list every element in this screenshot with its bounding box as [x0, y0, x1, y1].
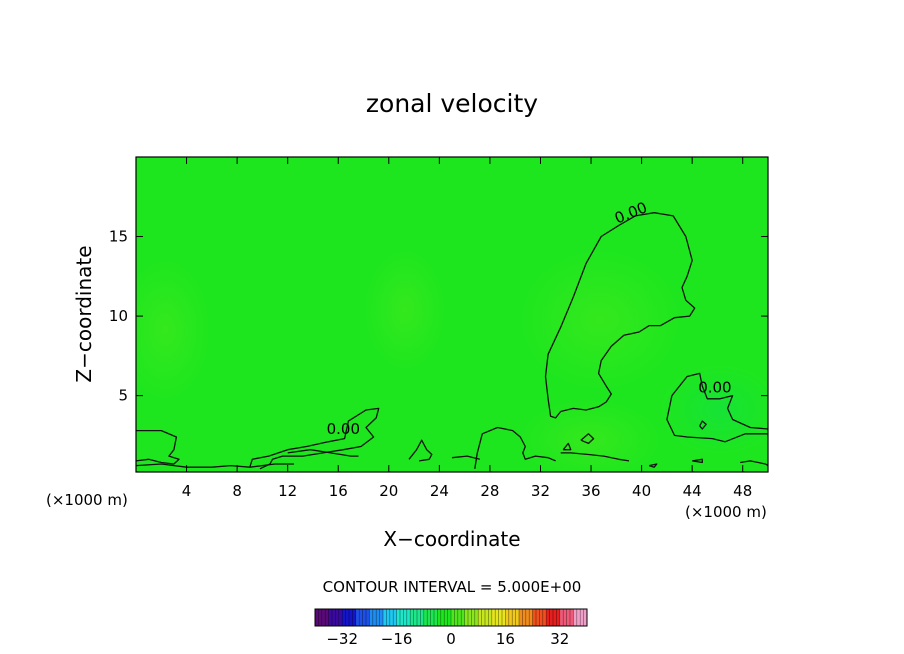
contour-lines: [136, 212, 768, 470]
field-patch: [520, 250, 680, 390]
contour-line: [408, 439, 433, 462]
x-tick-label: 32: [531, 482, 550, 500]
contour-line: [699, 420, 707, 430]
contour-label: 0.00: [698, 379, 731, 397]
x-tick-label: 44: [683, 482, 702, 500]
contour-line: [136, 429, 180, 465]
x-tick-label: 16: [329, 482, 348, 500]
colorbar-tick-label: 32: [550, 630, 569, 648]
x-tick-label: 28: [480, 482, 499, 500]
contour-line: [474, 426, 556, 469]
x-tick-label: 4: [182, 482, 192, 500]
x-tick-label: 40: [632, 482, 651, 500]
y-tick-label: 5: [118, 387, 128, 405]
contour-line: [666, 395, 768, 443]
contour-line: [671, 372, 768, 430]
contour-line: [451, 455, 480, 460]
y-axis-ticks: 5 10 15: [109, 228, 768, 405]
colorbar-ticks: −32 −16 0 16 32: [326, 630, 569, 648]
colorbar-frame: [314, 608, 588, 627]
field-patch: [660, 365, 768, 455]
contour-line: [740, 460, 768, 467]
y-tick-label: 10: [109, 307, 128, 325]
plot-area: 0.000.000.00: [135, 156, 769, 473]
x-tick-label: 20: [379, 482, 398, 500]
field-patch: [520, 400, 660, 472]
contour-line: [562, 442, 572, 451]
contour-line: [649, 463, 658, 468]
contour-interval: CONTOUR INTERVAL = 5.000E+00: [323, 578, 582, 596]
field-patch: [365, 250, 445, 370]
x-unit-left: (×1000 m): [46, 491, 128, 509]
y-tick-label: 15: [109, 228, 128, 246]
x-tick-label: 12: [278, 482, 297, 500]
contour-line: [692, 458, 703, 464]
contour-line: [287, 449, 359, 457]
field-shading: [136, 250, 768, 472]
contour-line: [544, 212, 696, 419]
x-tick-label: 24: [430, 482, 449, 500]
x-axis-label: X−coordinate: [383, 527, 520, 551]
colorbar-tick-label: 0: [446, 630, 456, 648]
field-patch: [136, 260, 210, 400]
colorbar-tick-label: 16: [496, 630, 515, 648]
x-tick-label: 36: [581, 482, 600, 500]
x-axis-ticks: 4 8 12 16 20 24 28 32 36 40 44 48: [182, 157, 752, 500]
x-tick-label: 8: [232, 482, 242, 500]
colorbar-tick-label: −32: [326, 630, 358, 648]
colorbar: [314, 608, 588, 627]
plot-frame: [135, 156, 769, 473]
contour-line: [560, 452, 630, 462]
x-unit-right: (×1000 m): [685, 503, 767, 521]
contour-line: [249, 407, 380, 470]
contour-line: [136, 463, 294, 468]
y-axis-label: Z−coordinate: [72, 245, 96, 382]
contour-line: [580, 433, 595, 445]
x-tick-label: 48: [733, 482, 752, 500]
chart-title: zonal velocity: [366, 89, 538, 118]
colorbar-tick-label: −16: [381, 630, 413, 648]
contour-label: 0.00: [327, 420, 360, 438]
